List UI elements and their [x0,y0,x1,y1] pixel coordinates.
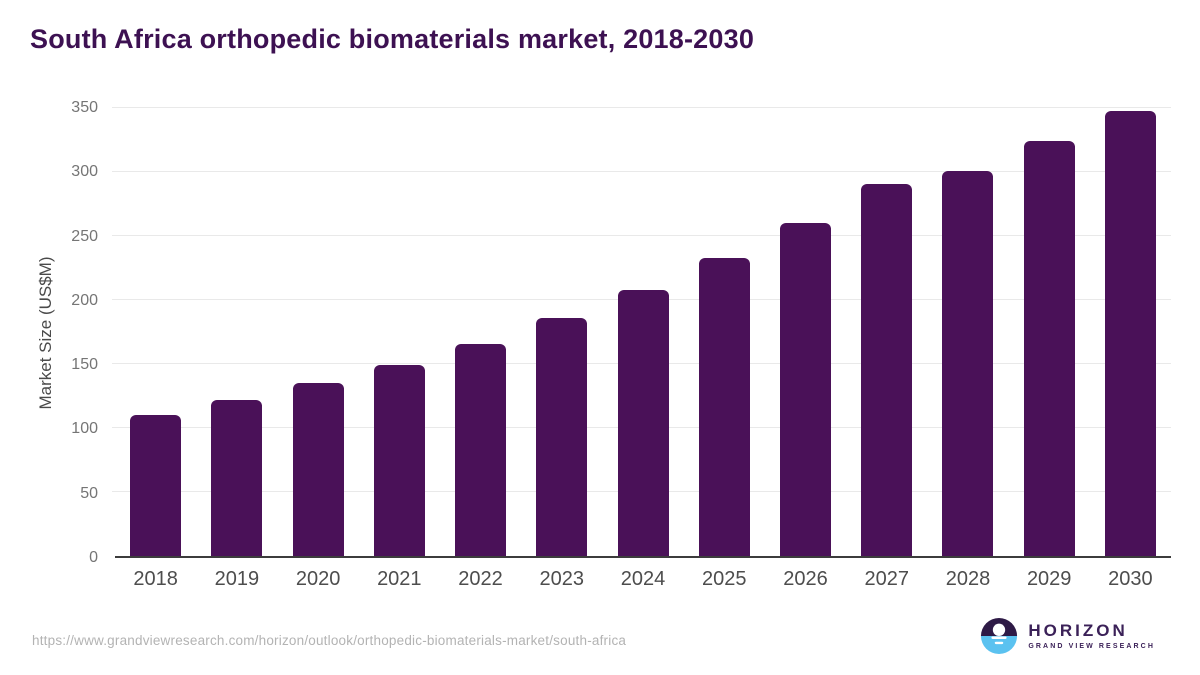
bar-2025 [698,257,750,556]
x-tick-2029: 2029 [1026,568,1072,590]
bar-slot-2022 [440,108,521,556]
bar-2028 [942,170,994,556]
gridline-350 [112,107,1171,108]
bar-2027 [861,183,913,556]
bar-slot-2024 [602,108,683,556]
y-tick-100: 100 [71,420,98,438]
x-tick-2028: 2028 [945,568,991,590]
bar-slot-2018 [115,108,196,556]
bar-2021 [373,365,425,556]
bar-2029 [1023,141,1075,556]
bar-slot-2021 [359,108,440,556]
y-tick-50: 50 [80,484,98,502]
x-tick-2025: 2025 [702,568,747,590]
bar-series [115,108,1171,556]
logo-text: HORIZON GRAND VIEW RESEARCH [1028,622,1155,650]
bar-slot-2025 [684,108,765,556]
plot-area [112,107,1171,558]
x-tick-2027: 2027 [864,568,909,590]
y-tick-250: 250 [71,227,98,245]
bar-slot-2030 [1090,108,1171,556]
gridline-250 [112,235,1171,236]
x-tick-2024: 2024 [620,568,666,590]
x-tick-2023: 2023 [539,568,585,590]
x-tick-2021: 2021 [377,568,422,590]
horizon-sun-icon [981,617,1018,655]
y-tick-350: 350 [71,99,98,116]
bar-slot-2027 [846,108,927,556]
bar-2019 [211,399,263,556]
bar-2026 [779,223,831,556]
horizon-logo: HORIZON GRAND VIEW RESEARCH [980,617,1155,655]
x-tick-2020: 2020 [295,568,341,590]
chart-title: South Africa orthopedic biomaterials mar… [30,24,755,54]
bar-2024 [617,289,669,556]
x-tick-2026: 2026 [783,568,828,590]
bar-slot-2023 [521,108,602,556]
bar-slot-2020 [277,108,358,556]
x-tick-2022: 2022 [458,568,503,590]
bar-2022 [455,343,507,556]
bar-slot-2029 [1009,108,1090,556]
y-tick-300: 300 [71,163,98,181]
y-tick-150: 150 [71,356,98,374]
x-tick-2019: 2019 [214,568,260,590]
source-url: https://www.grandviewresearch.com/horizo… [32,633,627,648]
bar-2030 [1104,110,1156,556]
x-axis-tick-labels: 2018 2019 2020 2021 2022 2023 2024 2025 2026 2027… [115,568,1171,591]
logo-subtitle: GRAND VIEW RESEARCH [1028,642,1155,650]
bar-2023 [536,317,588,556]
x-tick-2030: 2030 [1108,568,1153,590]
gridline-300 [112,171,1171,172]
bar-slot-2019 [196,108,277,556]
y-tick-0: 0 [89,549,98,566]
bar-slot-2028 [927,108,1008,556]
bar-2018 [130,415,182,556]
logo-title: HORIZON [1028,621,1128,641]
bar-slot-2026 [765,108,846,556]
x-tick-2018: 2018 [133,568,178,590]
y-axis-tick-labels: 0 50 100 150 200 250 300 350 [0,99,98,566]
y-tick-200: 200 [71,291,98,309]
bar-2020 [292,383,344,556]
